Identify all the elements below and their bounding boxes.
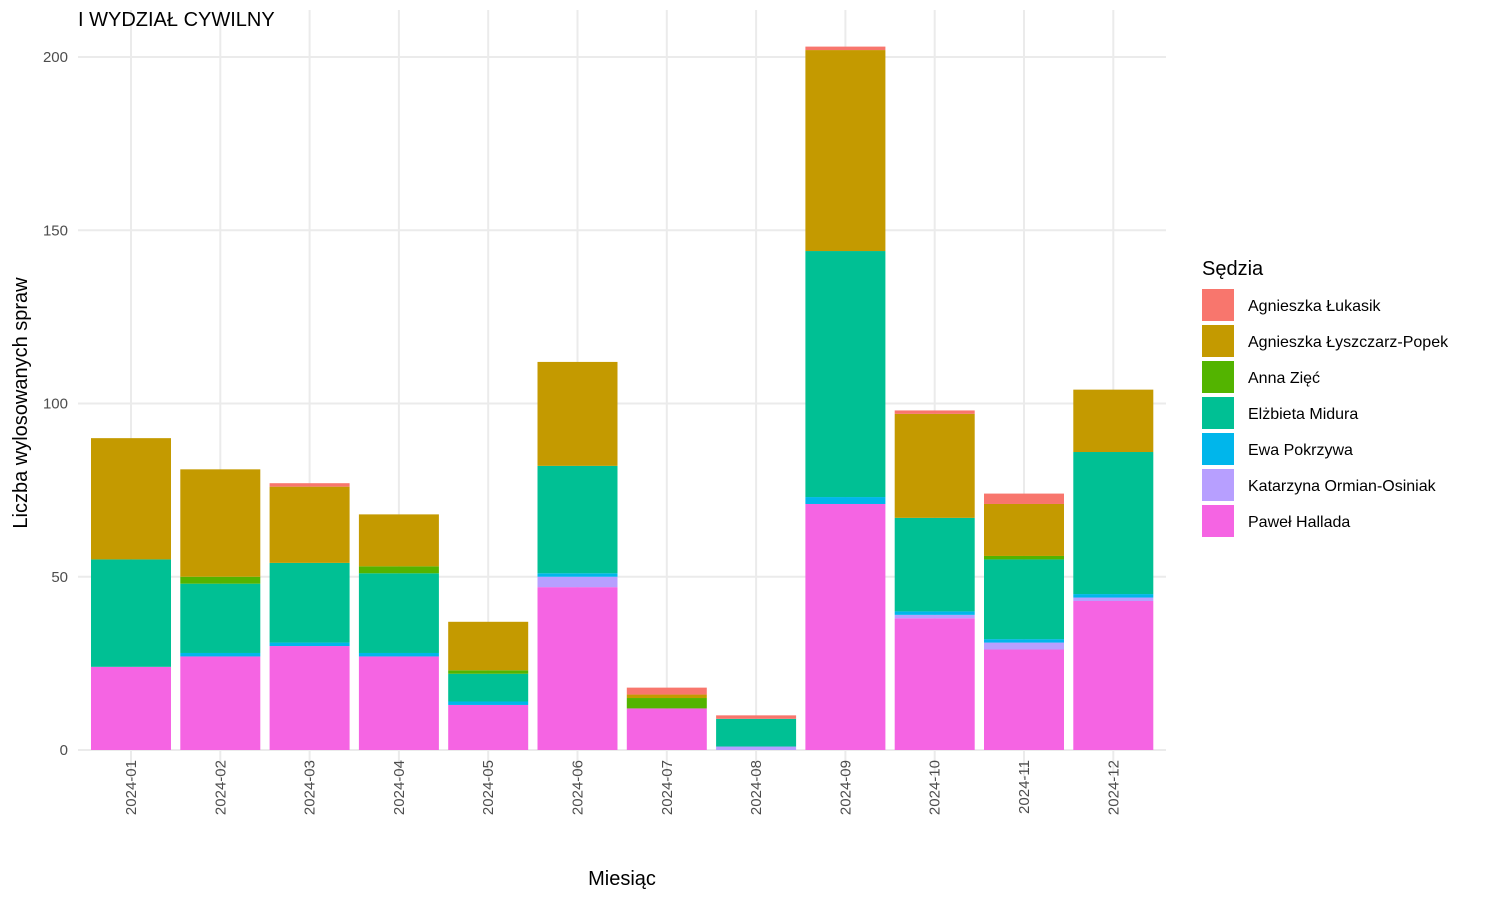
bar-segment	[358, 656, 439, 750]
y-tick-label: 0	[60, 742, 68, 759]
x-axis-title: Miesiąc	[588, 868, 656, 890]
y-tick-label: 200	[43, 49, 68, 66]
bar-segment	[358, 566, 439, 574]
x-tick-label: 2024-01	[123, 760, 140, 815]
legend-key	[1202, 469, 1234, 501]
bar-segment	[894, 611, 975, 615]
bar-segment	[269, 483, 350, 487]
bar-segment	[626, 708, 707, 750]
x-tick-label: 2024-07	[659, 760, 676, 815]
y-tick-label: 50	[51, 569, 68, 586]
x-tick-label: 2024-03	[302, 760, 319, 815]
bar-segment	[1073, 594, 1154, 598]
legend-key	[1202, 505, 1234, 537]
bar-segment	[626, 687, 707, 695]
legend-label: Ewa Pokrzywa	[1248, 442, 1353, 459]
x-axis-ticks: 2024-01 2024-02 2024-03 2024-04 2024-05 2024-…	[123, 760, 1122, 815]
bar-segment	[984, 642, 1064, 650]
x-tick-label: 2024-12	[1105, 760, 1122, 815]
bar-segment	[448, 673, 529, 702]
bar-segment	[805, 251, 886, 498]
bar-segment	[358, 652, 439, 657]
legend-label: Agnieszka Łukasik	[1248, 298, 1382, 315]
x-tick-label: 2024-05	[480, 760, 497, 815]
bar-segment	[894, 614, 975, 619]
x-tick-label: 2024-11	[1016, 760, 1033, 814]
x-tick-label: 2024-06	[570, 760, 587, 815]
bar-segment	[180, 469, 261, 577]
bar-segment	[448, 701, 529, 705]
bars	[91, 46, 1154, 750]
legend-title: Sędzia	[1202, 258, 1264, 280]
y-tick-label: 100	[43, 396, 68, 413]
bar-segment	[448, 621, 529, 671]
bar-segment	[1073, 601, 1154, 750]
legend-key	[1202, 361, 1234, 393]
bar-segment	[716, 715, 797, 719]
bar-segment	[91, 559, 171, 667]
legend-key	[1202, 433, 1234, 465]
bar-segment	[716, 718, 797, 747]
bar-segment	[984, 649, 1064, 750]
bar-segment	[894, 413, 975, 518]
x-tick-label: 2024-08	[748, 760, 765, 815]
bar-segment	[1073, 389, 1154, 453]
bar-segment	[805, 503, 886, 750]
bar-segment	[626, 698, 707, 709]
bar-segment	[626, 694, 707, 699]
bar-segment	[537, 576, 618, 588]
bar-segment	[984, 503, 1064, 556]
bar-segment	[805, 497, 886, 504]
chart-title: I WYDZIAŁ CYWILNY	[78, 9, 275, 31]
legend-key	[1202, 325, 1234, 357]
bar-segment	[537, 587, 618, 750]
legend-label: Katarzyna Ormian-Osiniak	[1248, 478, 1437, 495]
bar-segment	[537, 465, 618, 574]
legend-label: Agnieszka Łyszczarz-Popek	[1248, 334, 1449, 351]
legend: Sędzia Agnieszka Łukasik Agnieszka Łyszcz…	[1202, 258, 1449, 537]
bar-segment	[805, 50, 886, 252]
legend-label: Paweł Hallada	[1248, 514, 1350, 531]
bar-segment	[984, 493, 1064, 504]
bar-segment	[894, 410, 975, 414]
x-tick-label: 2024-02	[212, 760, 229, 815]
bar-segment	[91, 438, 171, 560]
bar-segment	[358, 514, 439, 567]
bar-segment	[1073, 452, 1154, 595]
legend-label: Elżbieta Midura	[1248, 406, 1358, 423]
legend-key	[1202, 289, 1234, 321]
bar-segment	[805, 46, 886, 51]
bar-segment	[180, 652, 261, 657]
bar-segment	[984, 555, 1064, 560]
bar-segment	[448, 670, 529, 674]
bar-segment	[894, 517, 975, 612]
bar-segment	[984, 639, 1064, 643]
bar-segment	[358, 573, 439, 653]
y-tick-label: 150	[43, 222, 68, 239]
x-tick-label: 2024-10	[927, 760, 944, 815]
bar-segment	[269, 642, 350, 647]
y-axis-ticks: 0 50 100 150 200	[43, 49, 68, 759]
bar-segment	[537, 573, 618, 577]
bar-segment	[537, 361, 618, 466]
bar-segment	[269, 646, 350, 750]
bar-segment	[894, 618, 975, 750]
bar-segment	[984, 559, 1064, 640]
x-tick-label: 2024-09	[837, 760, 854, 815]
legend-key	[1202, 397, 1234, 429]
legend-label: Anna Zięć	[1248, 370, 1320, 387]
bar-segment	[1073, 597, 1154, 602]
bar-segment	[180, 576, 261, 584]
bar-segment	[180, 583, 261, 653]
bar-segment	[269, 562, 350, 643]
y-axis-title: Liczba wylosowanych spraw	[10, 277, 32, 529]
bar-segment	[269, 486, 350, 563]
x-tick-label: 2024-04	[391, 760, 408, 815]
bar-segment	[180, 656, 261, 750]
bar-segment	[716, 746, 797, 750]
bar-segment	[448, 704, 529, 750]
bar-segment	[91, 666, 171, 750]
